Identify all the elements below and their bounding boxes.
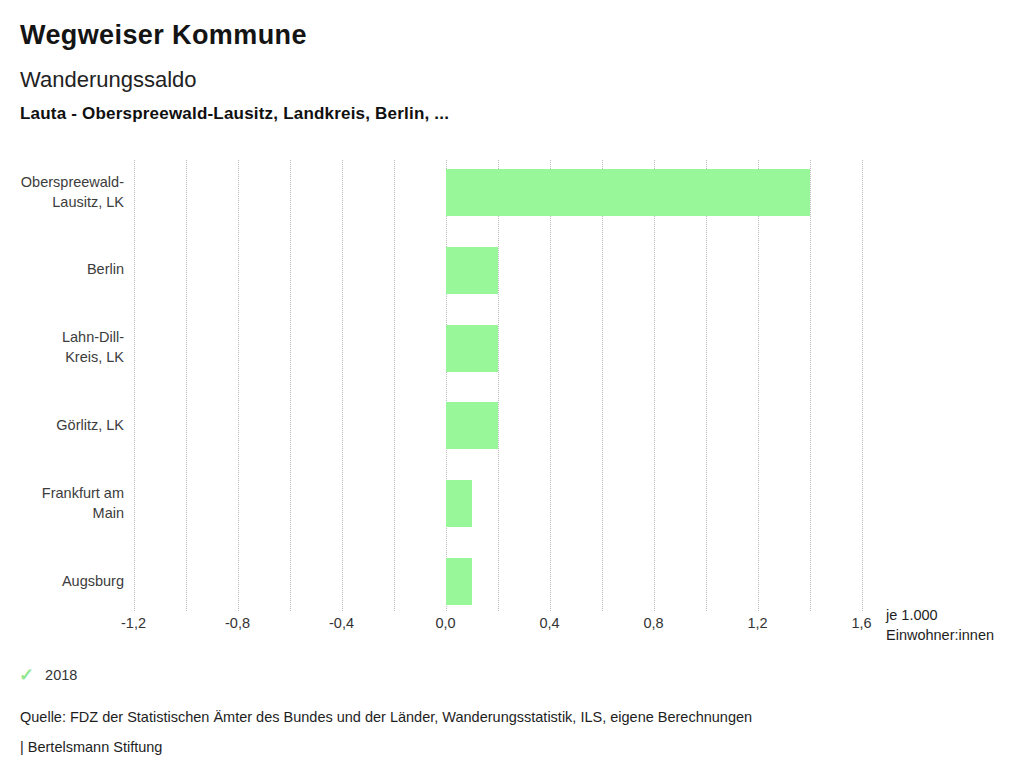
gridline	[290, 160, 291, 611]
x-tick-label: -0,8	[225, 615, 250, 631]
bar-Berlin[interactable]	[446, 247, 498, 294]
category-label: Oberspreewald-Lausitz, LK	[10, 172, 124, 212]
x-tick-label: -1,2	[121, 615, 146, 631]
gridline	[550, 160, 551, 611]
category-label: Görlitz, LK	[10, 415, 124, 435]
category-label: Lahn-Dill-Kreis, LK	[10, 327, 124, 367]
gridline	[810, 160, 811, 611]
bar-Oberspreewald-Lausitz, LK[interactable]	[446, 169, 810, 216]
category-label: Frankfurt amMain	[10, 483, 124, 523]
x-tick-label: 0,0	[435, 615, 455, 631]
gridline	[238, 160, 239, 611]
bar-Lahn-Dill-Kreis, LK[interactable]	[446, 325, 498, 372]
x-tick-label: -0,4	[329, 615, 354, 631]
gridline	[758, 160, 759, 611]
x-tick-label: 0,8	[643, 615, 663, 631]
x-tick-label: 1,2	[747, 615, 767, 631]
bar-Görlitz, LK[interactable]	[446, 402, 498, 449]
gridline	[342, 160, 343, 611]
gridline	[862, 160, 863, 611]
x-tick-label: 1,6	[851, 615, 871, 631]
x-axis-unit-label: je 1.000 Einwohner:innen	[886, 605, 998, 645]
bar-Augsburg[interactable]	[446, 558, 472, 605]
source-note: Quelle: FDZ der Statistischen Ämter des …	[20, 709, 752, 725]
gridline	[602, 160, 603, 611]
gridline	[446, 160, 447, 611]
bar-Frankfurt am Main[interactable]	[446, 480, 472, 527]
category-label: Berlin	[10, 259, 124, 279]
gridline	[706, 160, 707, 611]
gridline	[134, 160, 135, 611]
check-icon: ✓	[19, 666, 34, 684]
gridline	[498, 160, 499, 611]
gridline	[394, 160, 395, 611]
legend-item-2018[interactable]: ✓ 2018	[19, 666, 77, 684]
gridline	[186, 160, 187, 611]
gridline	[654, 160, 655, 611]
category-label: Augsburg	[10, 571, 124, 591]
bar-chart: je 1.000 Einwohner:innen Oberspreewald-L…	[0, 0, 1024, 780]
legend-label: 2018	[45, 667, 77, 683]
x-tick-label: 0,4	[539, 615, 559, 631]
brand-footer: | Bertelsmann Stiftung	[20, 739, 162, 755]
